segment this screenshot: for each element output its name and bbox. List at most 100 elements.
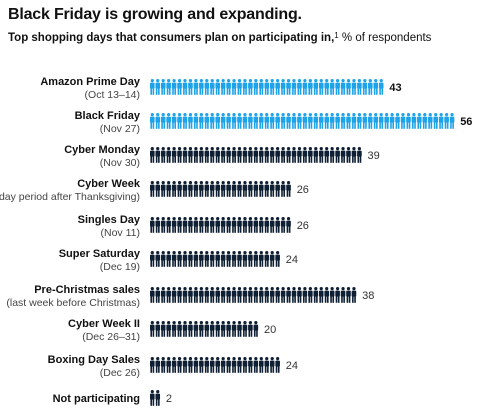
person-icon	[204, 321, 210, 337]
person-icon	[209, 147, 215, 163]
person-icon	[231, 113, 237, 129]
value-label: 2	[166, 393, 172, 405]
person-icon	[264, 147, 270, 163]
person-icon	[269, 79, 275, 95]
person-icon	[231, 287, 237, 303]
person-icon	[373, 113, 379, 129]
person-icon	[264, 181, 270, 197]
person-icon	[177, 181, 182, 197]
person-icon	[324, 113, 329, 129]
person-icon	[313, 287, 319, 303]
person-icon	[155, 181, 161, 197]
person-icon	[155, 321, 161, 337]
person-icon	[259, 217, 264, 233]
chart-row: Cyber Week(7-day period after Thanksgivi…	[0, 178, 309, 203]
person-icon	[286, 217, 291, 233]
person-icon	[302, 287, 308, 303]
person-icon	[215, 79, 220, 95]
person-icon	[291, 147, 297, 163]
person-icon	[297, 79, 302, 95]
person-icon	[166, 217, 171, 233]
person-icon	[166, 79, 171, 95]
person-icon	[193, 357, 199, 373]
bar-3	[150, 181, 291, 197]
person-icon	[150, 181, 155, 197]
chart-title: Black Friday is growing and expanding.	[8, 6, 302, 23]
person-icon	[280, 181, 286, 197]
person-icon	[237, 321, 242, 337]
person-icon	[160, 321, 166, 337]
person-icon	[351, 147, 357, 163]
person-icon	[209, 181, 215, 197]
person-icon	[171, 79, 177, 95]
category-label: Pre-Christmas sales	[34, 284, 140, 296]
person-icon	[231, 321, 237, 337]
chart-row: Super Saturday(Dec 19) 24	[59, 248, 298, 273]
person-icon	[215, 357, 220, 373]
chart-subtitle: Top shopping days that consumers plan on…	[8, 31, 431, 44]
person-icon	[166, 287, 171, 303]
person-icon	[280, 113, 286, 129]
chart-row: Singles Day(Nov 11) 26	[78, 214, 309, 239]
person-icon	[362, 113, 368, 129]
person-icon	[259, 357, 264, 373]
person-icon	[280, 287, 286, 303]
person-icon	[220, 251, 226, 267]
bar-1	[150, 113, 455, 129]
value-label: 20	[264, 324, 276, 336]
person-icon	[182, 251, 188, 267]
person-icon	[335, 287, 340, 303]
person-icon	[220, 287, 226, 303]
person-icon	[264, 251, 270, 267]
person-icon	[357, 147, 362, 163]
category-sublabel: (Dec 26–31)	[82, 331, 140, 343]
person-icon	[297, 287, 302, 303]
person-icon	[166, 113, 171, 129]
person-icon	[259, 287, 264, 303]
person-icon	[340, 113, 346, 129]
person-icon	[215, 217, 220, 233]
person-icon	[193, 147, 199, 163]
person-icon	[220, 321, 226, 337]
person-icon	[395, 113, 400, 129]
person-icon	[160, 251, 166, 267]
person-icon	[313, 79, 319, 95]
person-icon	[199, 321, 204, 337]
person-icon	[231, 357, 237, 373]
person-icon	[215, 251, 220, 267]
chart-row: Not participating 2	[53, 390, 172, 406]
person-icon	[199, 287, 204, 303]
person-icon	[242, 287, 248, 303]
person-icon	[264, 113, 270, 129]
category-sublabel: (Nov 30)	[100, 157, 140, 169]
person-icon	[248, 287, 253, 303]
value-label: 24	[286, 254, 298, 266]
person-icon	[204, 287, 210, 303]
person-icon	[248, 251, 253, 267]
person-icon	[226, 147, 231, 163]
person-icon	[373, 79, 379, 95]
person-icon	[237, 181, 242, 197]
category-sublabel: (last week before Christmas)	[6, 297, 140, 309]
person-icon	[150, 217, 155, 233]
person-icon	[177, 251, 182, 267]
person-icon	[248, 113, 253, 129]
value-label: 39	[368, 150, 380, 162]
person-icon	[357, 113, 362, 129]
person-icon	[220, 217, 226, 233]
chart-row: Boxing Day Sales(Dec 26) 24	[48, 354, 298, 379]
person-icon	[308, 113, 313, 129]
person-icon	[199, 147, 204, 163]
person-icon	[199, 113, 204, 129]
person-icon	[166, 357, 171, 373]
person-icon	[269, 217, 275, 233]
person-icon	[275, 113, 280, 129]
person-icon	[182, 181, 188, 197]
person-icon	[302, 79, 308, 95]
person-icon	[242, 79, 248, 95]
person-icon	[340, 147, 346, 163]
person-icon	[286, 181, 291, 197]
person-icon	[400, 113, 406, 129]
person-icon	[226, 251, 231, 267]
person-icon	[215, 181, 220, 197]
